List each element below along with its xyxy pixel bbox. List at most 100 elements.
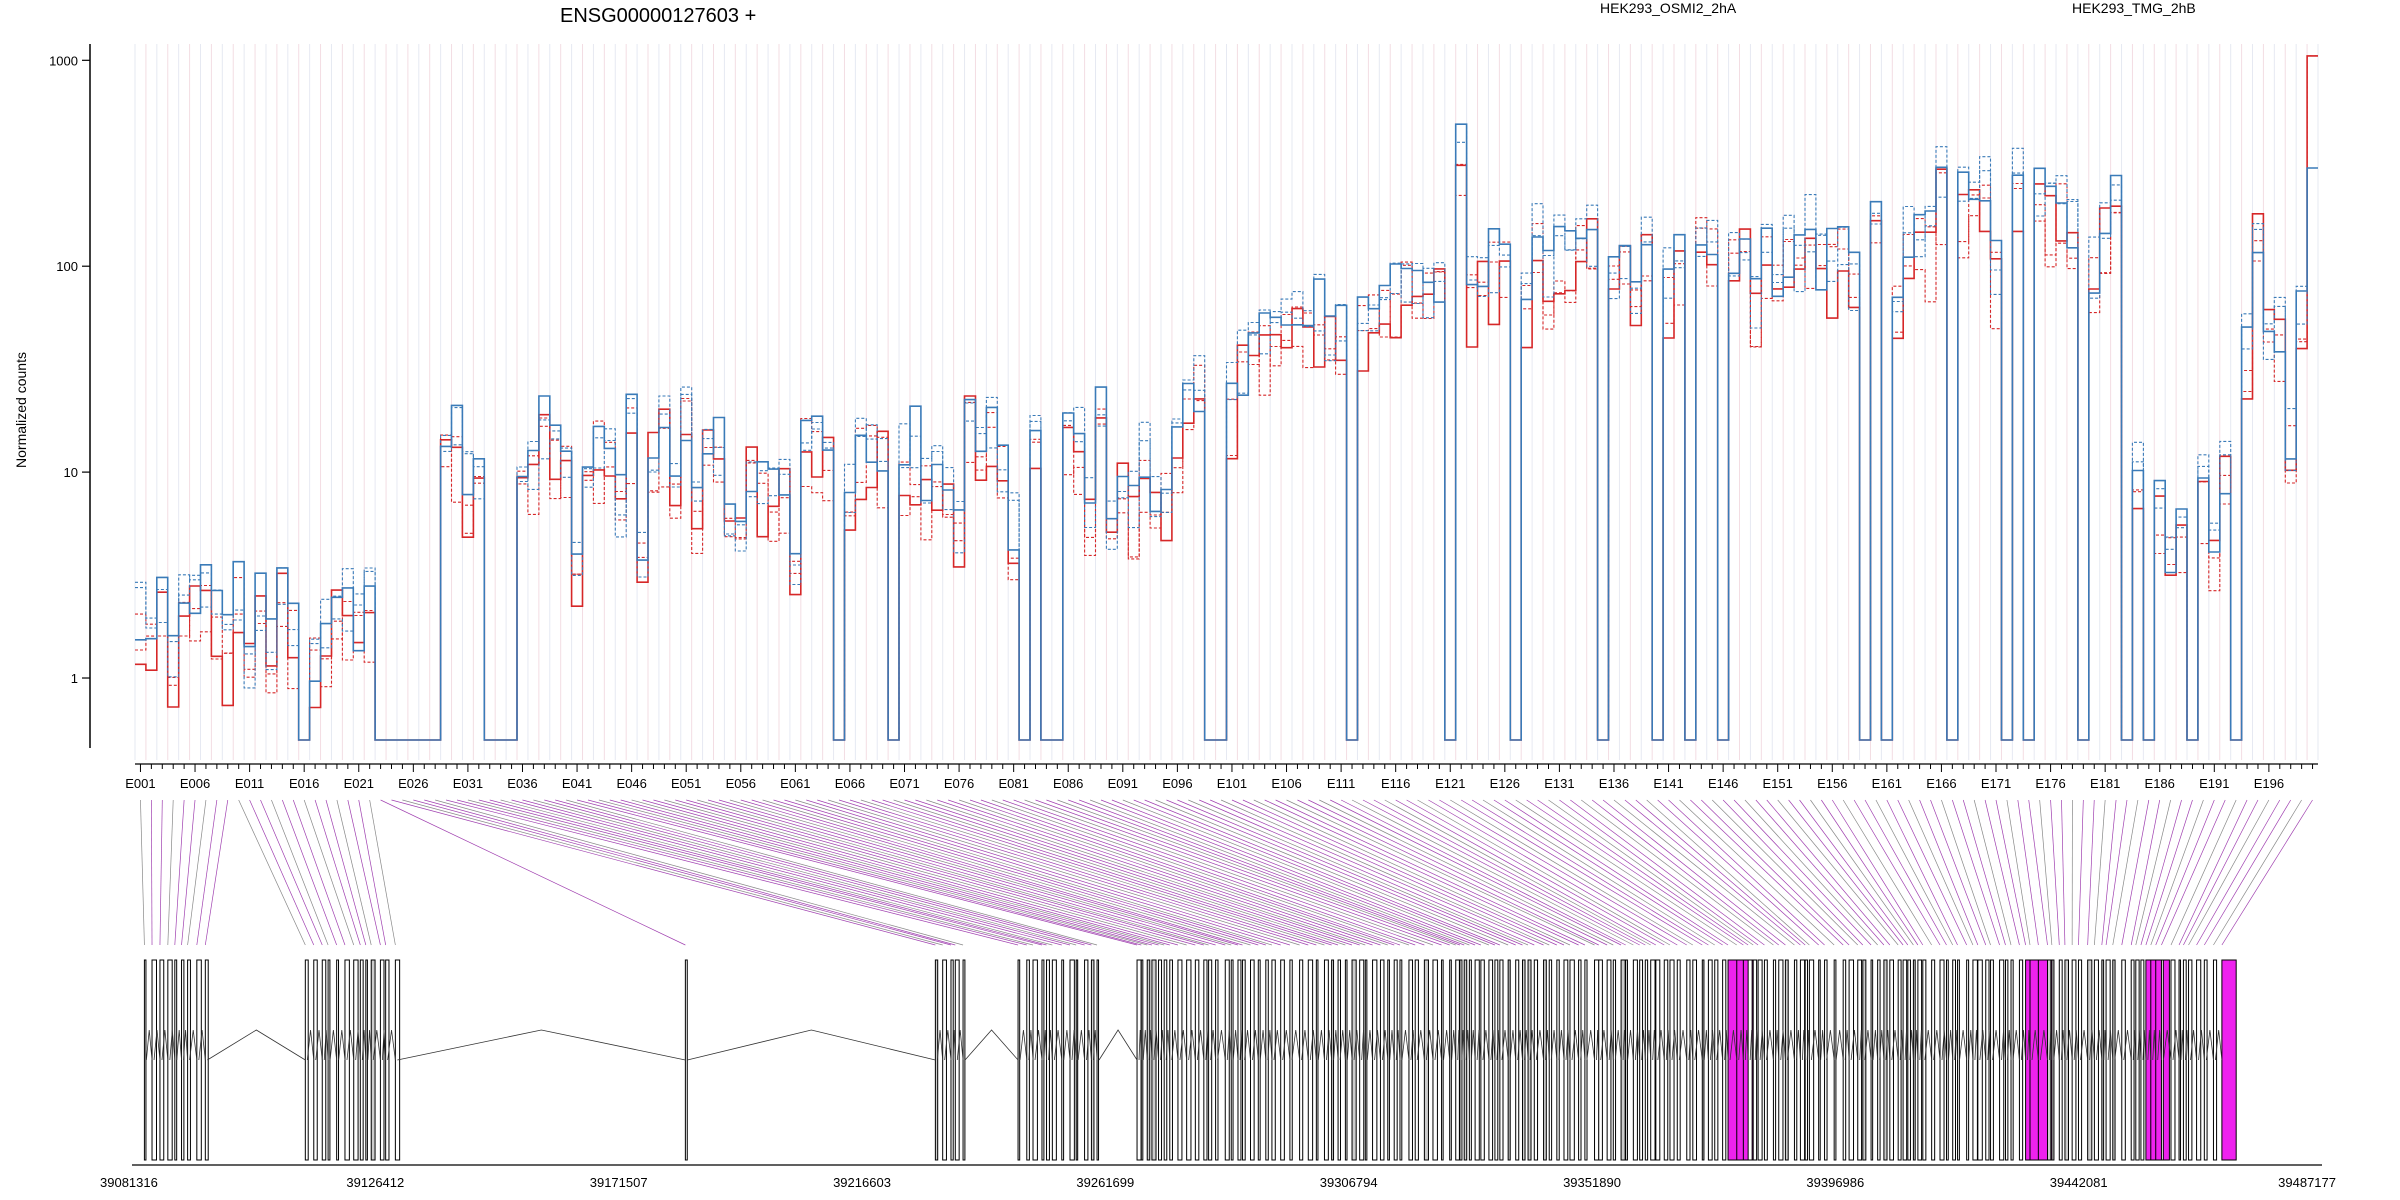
intron-line (1703, 1029, 1709, 1061)
exon-box (2077, 959, 2083, 1161)
exon-connector (1657, 799, 1819, 946)
exon-connector (1286, 799, 1595, 946)
exon-box (1387, 959, 1390, 1161)
exon-box (1017, 959, 1021, 1161)
exon-tick-label: E136 (1599, 776, 1629, 791)
exon-box (1663, 959, 1669, 1161)
exon-box (1563, 959, 1569, 1161)
exon-connector (2039, 799, 2053, 946)
exon-connector (642, 799, 1170, 946)
exon-box (1686, 959, 1691, 1161)
intron-line (1171, 1029, 1179, 1061)
exon-connector (1952, 799, 2000, 946)
exon-box (1158, 959, 1163, 1161)
exon-connector (707, 799, 1216, 946)
exon-connector (653, 799, 1179, 946)
exon-connector (1111, 799, 1482, 946)
intron-line (1749, 1029, 1754, 1061)
exon-connector (598, 799, 1148, 946)
exon-connector (1886, 799, 1958, 946)
exon-connector (1744, 799, 1878, 946)
exon-box (2046, 959, 2052, 1161)
intron-line (1550, 1029, 1558, 1061)
intron-line (382, 1029, 387, 1061)
intron-line (1614, 1029, 1622, 1061)
intron-line (1476, 1029, 1482, 1061)
intron-line (1301, 1029, 1309, 1061)
exon-connector (413, 799, 952, 946)
exon-connector (1460, 799, 1703, 946)
exon-connector (1035, 799, 1442, 946)
intron-line (198, 1029, 206, 1061)
exon-box (1922, 959, 1927, 1161)
exon-connector (1100, 799, 1476, 946)
exon-tick-label: E156 (1817, 776, 1847, 791)
exon-box (1912, 959, 1916, 1161)
intron-line (397, 1029, 686, 1061)
exon-connector (1679, 799, 1835, 946)
intron-line (2107, 1029, 2114, 1061)
exon-connector (2105, 799, 2128, 946)
exon-tick-label: E101 (1217, 776, 1247, 791)
exon-connector (2145, 799, 2193, 946)
exon-connector (1199, 799, 1535, 946)
intron-line (1490, 1029, 1496, 1061)
exon-box (2170, 959, 2176, 1161)
exon-connector (1351, 799, 1634, 946)
intron-line (964, 1029, 1019, 1061)
exon-connector (2155, 799, 2215, 946)
intron-line (1558, 1029, 1565, 1061)
intron-line (1366, 1029, 1373, 1061)
exon-box (1315, 959, 1319, 1161)
intron-line (372, 1029, 381, 1061)
exon-box (1625, 959, 1628, 1161)
exon-connector (860, 799, 1325, 946)
exon-box (1862, 959, 1867, 1161)
exon-box (1527, 959, 1532, 1161)
intron-line (1678, 1029, 1688, 1061)
exon-tick-label: E111 (1327, 776, 1355, 791)
intron-line (189, 1029, 198, 1061)
exon-box (962, 959, 966, 1161)
intron-line (323, 1029, 329, 1061)
exon-tick-label: E041 (562, 776, 592, 791)
intron-line (1019, 1029, 1028, 1061)
intron-line (1028, 1029, 1034, 1061)
intron-line (1948, 1029, 1954, 1061)
exon-connector (1711, 799, 1858, 946)
exon-connector (915, 799, 1360, 946)
intron-line (1063, 1029, 1071, 1061)
exon-connector (893, 799, 1346, 946)
intron-line (2095, 1029, 2103, 1061)
exon-connector (2140, 799, 2182, 946)
intron-line (952, 1029, 956, 1061)
exon-box (1870, 959, 1874, 1161)
exon-box (321, 959, 327, 1161)
exon-connector (1930, 799, 1987, 946)
exon-connector (174, 799, 185, 946)
exon-connector (1166, 799, 1516, 946)
exon-box (1499, 959, 1504, 1161)
intron-line (1646, 1029, 1652, 1061)
exon-box (1990, 959, 1994, 1161)
genomic-coord-label: 39216603 (833, 1175, 891, 1190)
exon-box (1046, 959, 1050, 1161)
exon-connector (391, 799, 936, 946)
intron-line (183, 1029, 189, 1061)
intron-line (2001, 1029, 2006, 1061)
exon-box (1772, 959, 1777, 1161)
intron-line (1608, 1029, 1614, 1061)
exon-box (2010, 959, 2014, 1161)
intron-line (2190, 1029, 2197, 1061)
exon-connector (1701, 799, 1850, 946)
exon-connector (1973, 799, 2012, 946)
exon-connector (697, 799, 1209, 946)
intron-line (2205, 1029, 2214, 1061)
exon-connector (511, 799, 1062, 946)
exon-connector (2112, 799, 2139, 946)
intron-line (1806, 1029, 1810, 1061)
exon-connector (1057, 799, 1456, 946)
exon-connector (566, 799, 1098, 946)
exon-box (1075, 959, 1079, 1161)
